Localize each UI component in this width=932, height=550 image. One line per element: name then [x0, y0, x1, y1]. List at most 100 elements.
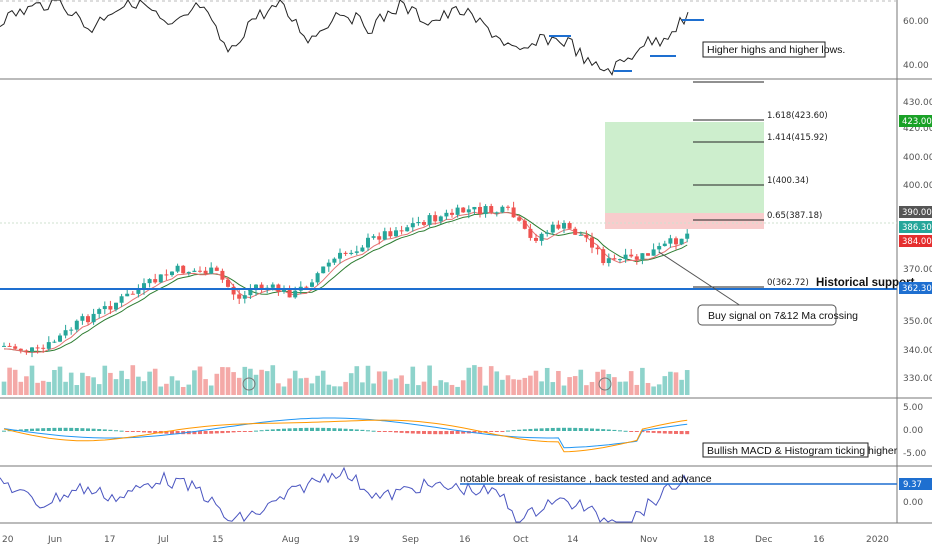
- macd-hist-bar: [170, 431, 174, 434]
- macd-hist-bar: [192, 431, 197, 435]
- macd-hist-bar: [80, 428, 85, 431]
- volume-bar: [124, 379, 130, 395]
- candle-body: [237, 294, 242, 299]
- candle-body: [35, 347, 40, 349]
- candle-body: [539, 233, 544, 241]
- rsi-line: [0, 0, 689, 76]
- volume-bar: [208, 385, 214, 395]
- macd-hist-bar: [35, 428, 40, 431]
- candle-body: [506, 206, 510, 208]
- macd-hist-bar: [315, 427, 320, 431]
- candle-body: [489, 206, 494, 213]
- candle-body: [382, 231, 387, 240]
- volume-bar: [388, 379, 393, 395]
- volume-bar: [80, 372, 85, 395]
- candle-body: [517, 217, 522, 221]
- macd-hist-bar: [377, 431, 382, 432]
- price-tick: 330.00: [903, 374, 932, 384]
- fib-label-1414: 1.414(415.92): [767, 133, 828, 143]
- volume-bar: [236, 377, 242, 395]
- event-marker-icon[interactable]: [242, 377, 256, 391]
- macd-hist-bar: [595, 428, 600, 431]
- candle-body: [270, 284, 275, 288]
- panel-separators: [0, 0, 932, 524]
- macd-hist-bar: [422, 431, 426, 434]
- macd-hist-bar: [2, 430, 6, 432]
- price-tag-label: 386.30: [902, 223, 932, 233]
- macd-hist-bar: [153, 431, 158, 434]
- x-tick: Sep: [402, 535, 419, 545]
- buy-signal-arrow: [658, 251, 745, 309]
- macd-hist-bar: [360, 429, 365, 431]
- candle-body: [612, 258, 617, 260]
- volume-bar: [337, 386, 343, 395]
- macd-hist-bar: [270, 429, 275, 431]
- candle-body: [214, 267, 219, 271]
- candle-body: [203, 270, 208, 274]
- price-tag-390: 390.00: [899, 206, 932, 218]
- macd-hist-bar: [58, 427, 62, 431]
- candle-body: [130, 293, 135, 295]
- macd-hist-bar: [254, 430, 258, 432]
- candle-body: [550, 224, 555, 233]
- momentum-tick-0: 0.00: [903, 498, 923, 508]
- price-axis: 430.00 420.00 400.00 400.00 400.00 370.0…: [903, 98, 932, 384]
- volume-bar: [416, 385, 421, 395]
- macd-hist-bar: [108, 429, 113, 431]
- macd-hist-bar: [237, 431, 242, 432]
- event-marker-icon[interactable]: [598, 377, 612, 391]
- macd-hist-bar: [528, 428, 533, 431]
- candle-body: [198, 270, 202, 272]
- candle-body: [209, 267, 214, 274]
- volume-bar: [108, 372, 113, 395]
- candle-body: [388, 231, 393, 237]
- volume-bar: [348, 373, 354, 395]
- candle-body: [567, 223, 572, 229]
- volume-bar: [46, 381, 52, 395]
- macd-hist-bar: [30, 428, 34, 431]
- volume-bar: [102, 365, 108, 395]
- volume-bar: [399, 375, 404, 395]
- volume-bar: [315, 375, 320, 395]
- fib-label-0: 0(362.72): [767, 278, 809, 288]
- candle-body: [629, 254, 634, 257]
- macd-hist-bar: [354, 429, 359, 431]
- macd-hist-bar: [489, 431, 494, 432]
- candle-body: [52, 341, 57, 343]
- volume-bar: [136, 376, 141, 395]
- candle-body: [685, 233, 690, 239]
- macd-hist-bar: [287, 428, 292, 431]
- x-tick: 14: [567, 535, 579, 545]
- volume-bar: [304, 377, 309, 395]
- macd-hist-bar: [114, 430, 118, 432]
- volume-bar: [141, 381, 147, 395]
- volume-bar: [270, 365, 276, 395]
- candle-body: [24, 350, 29, 352]
- x-tick: Oct: [513, 535, 529, 545]
- volume-bar: [287, 378, 292, 395]
- macd-hist-bar: [545, 428, 550, 431]
- candle-body: [226, 279, 230, 287]
- candle-body: [114, 302, 118, 310]
- candle-body: [153, 279, 158, 283]
- candle-body: [360, 247, 365, 252]
- price-tick: 400.00: [903, 181, 932, 191]
- volume-bar: [91, 377, 96, 395]
- candle-body: [315, 273, 320, 283]
- volume-bar: [606, 374, 612, 395]
- volume-bar: [427, 365, 432, 395]
- macd-hist-bar: [450, 431, 454, 435]
- macd-hist-bar: [198, 431, 202, 435]
- candle-body: [63, 330, 68, 336]
- candle-body: [102, 306, 107, 310]
- macd-hist-bar: [52, 427, 57, 431]
- candle-body: [69, 329, 74, 331]
- volume-bar: [494, 371, 500, 395]
- macd-hist-bar: [416, 431, 421, 434]
- candle-body: [343, 252, 348, 254]
- volume-bar: [533, 370, 539, 395]
- volume-bars: [1, 365, 690, 395]
- volume-bar: [556, 370, 561, 395]
- volume-bar: [85, 376, 91, 395]
- candle-body: [662, 243, 667, 247]
